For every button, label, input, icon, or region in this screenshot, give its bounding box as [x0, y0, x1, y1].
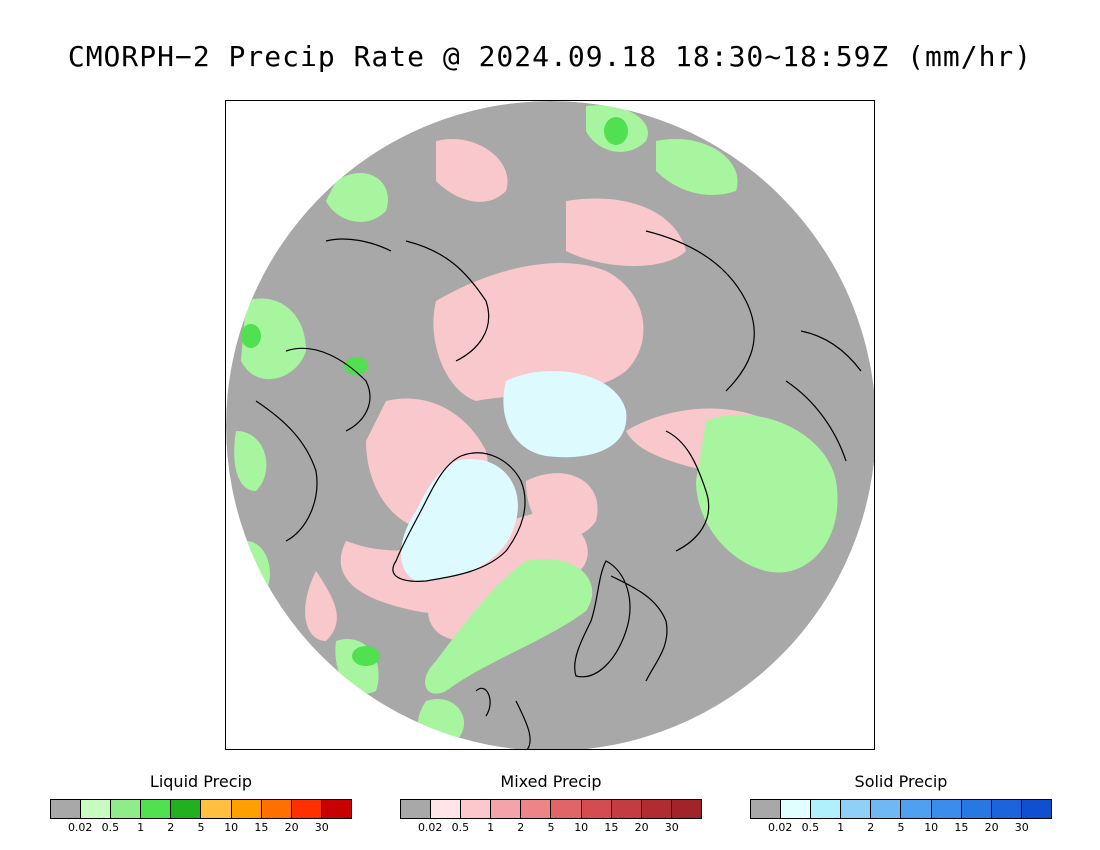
- legend-solid-tick-label: 20: [984, 821, 999, 834]
- legend-mixed-swatch: [581, 800, 612, 818]
- legend-mixed-swatch: [491, 800, 522, 818]
- legend-mixed-swatch: [671, 800, 701, 818]
- legend-solid-tick-label: 10: [924, 821, 939, 834]
- legend-liquid: Liquid Precip 0.02 0.5 1 2 5 10 15 20 30: [50, 772, 352, 837]
- legend-mixed-title: Mixed Precip: [500, 772, 602, 791]
- legend-mixed-tick-label: 2: [517, 821, 525, 834]
- legend-solid-ticks: 0.02 0.5 1 2 5 10 15 20 30: [750, 821, 1052, 837]
- legend-liquid-tick-label: 0.5: [101, 821, 120, 834]
- legend-liquid-tick-label: 30: [314, 821, 329, 834]
- legend-liquid-swatch: [261, 800, 292, 818]
- legend-liquid-swatch: [171, 800, 202, 818]
- legend-solid-swatch: [1021, 800, 1051, 818]
- coastlines: [255, 230, 862, 749]
- legend-liquid-swatch: [141, 800, 172, 818]
- legend-liquid-swatch: [51, 800, 82, 818]
- legend-liquid-tick-label: 2: [167, 821, 175, 834]
- precip-map: [226, 101, 874, 749]
- legend-solid-tick-label: 5: [897, 821, 905, 834]
- legend-solid-swatch: [811, 800, 842, 818]
- legend-mixed-swatch: [431, 800, 462, 818]
- legend-solid-swatch: [781, 800, 812, 818]
- legend-liquid-swatch: [201, 800, 232, 818]
- legend-liquid-title: Liquid Precip: [149, 772, 253, 791]
- legend-mixed-swatch: [521, 800, 552, 818]
- legend-liquid-tick-label: 5: [197, 821, 205, 834]
- legend-solid-tick-label: 2: [867, 821, 875, 834]
- legend-mixed-ticks: 0.02 0.5 1 2 5 10 15 20 30: [400, 821, 702, 837]
- precip-map-frame: [225, 100, 875, 750]
- legend-mixed-tick-label: 15: [604, 821, 619, 834]
- legend-liquid-tick-label: 1: [137, 821, 145, 834]
- legend-mixed-swatch: [461, 800, 492, 818]
- legend-liquid-tick-label: 0.02: [67, 821, 93, 834]
- legend-liquid-tick-label: 15: [254, 821, 269, 834]
- legend-solid-swatch: [841, 800, 872, 818]
- legend-solid-swatch: [931, 800, 962, 818]
- legend-solid-tick-label: 0.5: [801, 821, 820, 834]
- solid-precip-areas: [401, 371, 627, 581]
- legend-mixed-swatch: [401, 800, 432, 818]
- legend-mixed-tick-label: 30: [664, 821, 679, 834]
- legend-liquid-swatch: [321, 800, 351, 818]
- legend-solid-swatch: [991, 800, 1022, 818]
- legend-mixed: Mixed Precip 0.02 0.5 1 2 5 10 15 20 30: [400, 772, 702, 837]
- legend-mixed-tick-label: 0.5: [451, 821, 470, 834]
- legend-solid-title: Solid Precip: [854, 772, 948, 791]
- legend-liquid-swatch: [291, 800, 322, 818]
- legend-solid-tick-label: 30: [1014, 821, 1029, 834]
- legend-solid-tick-label: 15: [954, 821, 969, 834]
- legend-liquid-tick-label: 10: [224, 821, 239, 834]
- legend-solid-swatch: [961, 800, 992, 818]
- liquid-moderate-spots: [241, 117, 628, 666]
- legend-solid-bar: [750, 799, 1052, 819]
- legend-liquid-swatch: [81, 800, 112, 818]
- legend-mixed-swatch: [551, 800, 582, 818]
- legend-mixed-tick-label: 1: [487, 821, 495, 834]
- legend-mixed-swatch: [611, 800, 642, 818]
- legend-solid-tick-label: 0.02: [767, 821, 793, 834]
- liquid-precip-areas: [234, 105, 838, 744]
- legend-mixed-swatch: [641, 800, 672, 818]
- legend-mixed-tick-label: 0.02: [417, 821, 443, 834]
- map-title: CMORPH−2 Precip Rate @ 2024.09.18 18:30~…: [67, 40, 1033, 73]
- legend-liquid-swatch: [111, 800, 142, 818]
- legend-mixed-tick-label: 20: [634, 821, 649, 834]
- legend-solid-swatch: [751, 800, 782, 818]
- legend-solid: Solid Precip 0.02 0.5 1 2 5 10 15 20 30: [750, 772, 1052, 837]
- legend-solid-tick-label: 1: [837, 821, 845, 834]
- legend-mixed-tick-label: 5: [547, 821, 555, 834]
- legend-solid-swatch: [871, 800, 902, 818]
- legend-liquid-bar: [50, 799, 352, 819]
- legend-solid-swatch: [901, 800, 932, 818]
- legend-mixed-tick-label: 10: [574, 821, 589, 834]
- legend-liquid-tick-label: 20: [284, 821, 299, 834]
- legend-mixed-bar: [400, 799, 702, 819]
- legend-liquid-ticks: 0.02 0.5 1 2 5 10 15 20 30: [50, 821, 352, 837]
- legend-liquid-swatch: [231, 800, 262, 818]
